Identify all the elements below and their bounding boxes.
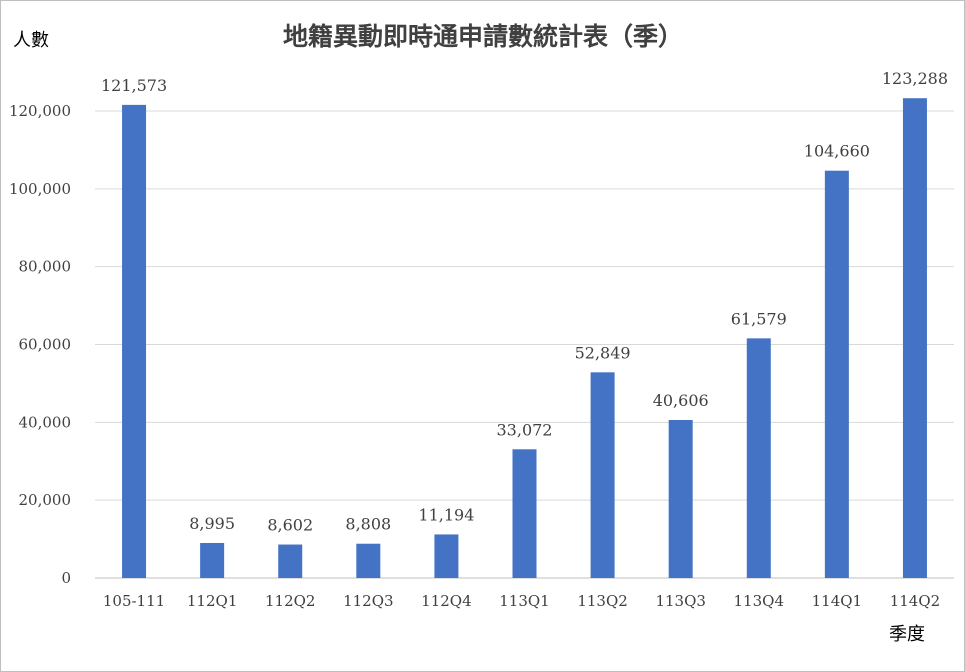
data-labels: 121,573 8,995 8,602 8,808 11,194 33,072 52,849…	[101, 69, 948, 534]
x-tick-label: 113Q1	[499, 592, 549, 610]
chart-title: 地籍異動即時通申請數統計表（季）	[283, 22, 683, 51]
x-axis-label: 季度	[889, 624, 925, 645]
data-label: 8,995	[189, 514, 235, 533]
data-label: 104,660	[804, 142, 870, 161]
x-tick-label: 114Q1	[812, 592, 862, 610]
bar	[512, 449, 537, 578]
y-axis-ticks: 0 20,000 40,000 60,000 80,000 100,000 120,000	[9, 102, 71, 587]
bar	[668, 419, 693, 578]
data-label: 123,288	[882, 69, 948, 88]
bar	[278, 544, 303, 578]
y-tick-label: 80,000	[19, 258, 72, 276]
gridlines	[95, 110, 954, 579]
x-tick-label: 112Q3	[343, 592, 393, 610]
x-axis-ticks: 105-111 112Q1 112Q2 112Q3 112Q4 113Q1 113Q2 113…	[103, 592, 940, 610]
bar	[200, 542, 225, 578]
y-tick-label: 100,000	[9, 180, 71, 198]
x-tick-label: 112Q4	[421, 592, 471, 610]
bar	[356, 543, 381, 578]
y-tick-label: 60,000	[19, 336, 72, 354]
data-label: 121,573	[101, 76, 167, 95]
y-tick-label: 40,000	[19, 413, 72, 431]
bar	[902, 98, 927, 579]
x-tick-label: 105-111	[103, 592, 165, 610]
x-tick-label: 112Q1	[187, 592, 237, 610]
data-label: 11,194	[418, 505, 474, 524]
bar	[434, 534, 459, 578]
y-tick-label: 0	[61, 569, 71, 587]
data-label: 40,606	[653, 391, 709, 410]
bar	[122, 104, 147, 578]
y-tick-label: 120,000	[9, 102, 71, 120]
bar	[590, 372, 615, 578]
x-tick-label: 113Q3	[655, 592, 705, 610]
bar	[824, 170, 849, 578]
x-tick-label: 114Q2	[890, 592, 940, 610]
data-label: 8,602	[267, 516, 313, 535]
bars	[122, 98, 927, 579]
y-tick-label: 20,000	[19, 491, 72, 509]
bar	[746, 338, 771, 578]
data-label: 52,849	[575, 343, 631, 362]
data-label: 33,072	[497, 420, 553, 439]
x-tick-label: 112Q2	[265, 592, 315, 610]
data-label: 8,808	[345, 515, 391, 534]
x-tick-label: 113Q2	[577, 592, 627, 610]
data-label: 61,579	[731, 309, 787, 328]
x-tick-label: 113Q4	[734, 592, 784, 610]
y-axis-label: 人數	[13, 30, 49, 51]
